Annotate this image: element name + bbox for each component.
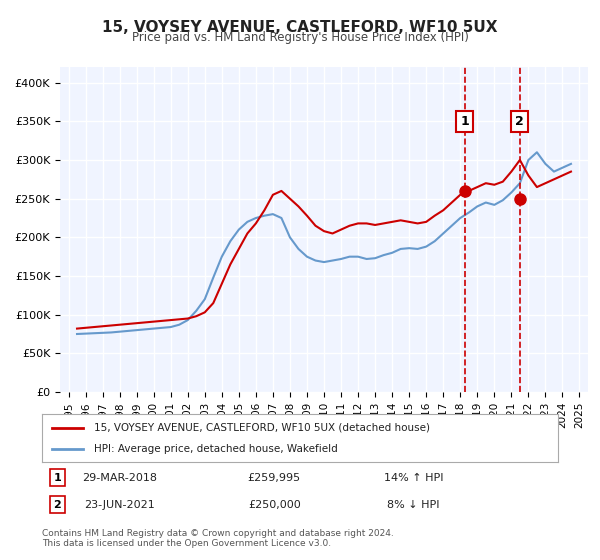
Text: 23-JUN-2021: 23-JUN-2021 [84,500,155,510]
Text: Contains HM Land Registry data © Crown copyright and database right 2024.: Contains HM Land Registry data © Crown c… [42,529,394,538]
Text: HPI: Average price, detached house, Wakefield: HPI: Average price, detached house, Wake… [94,444,337,454]
Text: This data is licensed under the Open Government Licence v3.0.: This data is licensed under the Open Gov… [42,539,331,548]
Text: 2: 2 [53,500,61,510]
Text: 8% ↓ HPI: 8% ↓ HPI [387,500,440,510]
Text: 1: 1 [460,115,469,128]
Text: £250,000: £250,000 [248,500,301,510]
Text: 15, VOYSEY AVENUE, CASTLEFORD, WF10 5UX (detached house): 15, VOYSEY AVENUE, CASTLEFORD, WF10 5UX … [94,423,430,433]
Text: Price paid vs. HM Land Registry's House Price Index (HPI): Price paid vs. HM Land Registry's House … [131,31,469,44]
Text: 15, VOYSEY AVENUE, CASTLEFORD, WF10 5UX: 15, VOYSEY AVENUE, CASTLEFORD, WF10 5UX [102,20,498,35]
Text: £259,995: £259,995 [248,473,301,483]
Text: 1: 1 [53,473,61,483]
Text: 14% ↑ HPI: 14% ↑ HPI [384,473,443,483]
Text: 29-MAR-2018: 29-MAR-2018 [82,473,157,483]
Text: 2: 2 [515,115,524,128]
